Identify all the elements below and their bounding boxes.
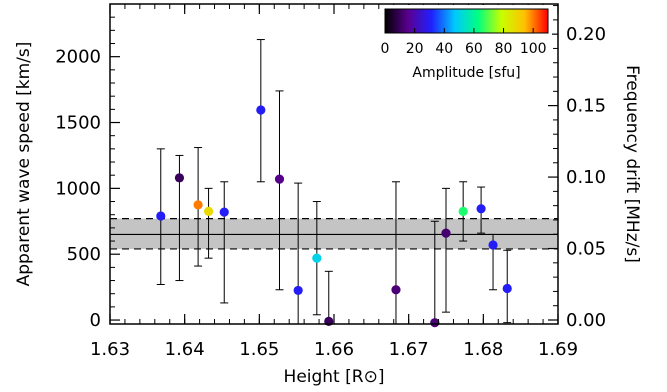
y-tick-label: 1500: [55, 113, 101, 134]
data-point: [256, 105, 266, 115]
y2-tick-label: 0.00: [566, 310, 606, 331]
x-tick-label: 1.69: [538, 339, 578, 360]
data-point: [488, 240, 498, 250]
data-point: [293, 285, 303, 296]
data-point: [174, 173, 185, 183]
y-tick-label: 1000: [55, 178, 101, 199]
colorbar-tick-label: 40: [435, 41, 453, 57]
x-tick-label: 1.65: [239, 339, 279, 360]
data-point: [430, 318, 440, 328]
colorbar-tick-label: 60: [465, 41, 483, 57]
data-points: [156, 105, 512, 328]
y2-tick-label: 0.20: [566, 24, 606, 45]
band-fill: [110, 218, 558, 249]
x-axis-title: Height [R⊙]: [284, 367, 385, 387]
data-point: [156, 211, 166, 221]
data-point: [203, 206, 214, 217]
colorbar-tick-label: 0: [381, 41, 390, 57]
axes: 1.63 1.64 1.65 1.66 1.67 1.68 1.69050010001500…: [55, 3, 606, 360]
colorbar-tick-label: 100: [520, 41, 547, 57]
y-axis-title: Apparent wave speed [km/s]: [14, 42, 34, 287]
data-point: [441, 228, 451, 238]
data-point: [391, 285, 401, 295]
data-point: [458, 206, 468, 217]
colorbar-tick-label: 80: [495, 41, 513, 57]
y2-tick-label: 0.15: [566, 96, 606, 117]
y2-tick-label: 0.10: [566, 167, 606, 188]
colorbar-title: Amplitude [sfu]: [412, 65, 520, 81]
x-tick-label: 1.66: [314, 339, 354, 360]
data-point: [193, 200, 203, 210]
data-point: [476, 204, 486, 214]
x-tick-label: 1.63: [90, 339, 130, 360]
confidence-band: [110, 218, 558, 250]
y2-tick-label: 0.05: [566, 239, 606, 260]
x-tick-label: 1.68: [463, 339, 503, 360]
y-tick-label: 500: [67, 244, 101, 265]
x-tick-label: 1.64: [165, 339, 205, 360]
data-point: [502, 283, 512, 294]
data-point: [219, 207, 229, 217]
x-tick-label: 1.67: [389, 339, 429, 360]
data-point: [274, 174, 285, 184]
data-point: [312, 253, 322, 263]
y2-axis-title: Frequency drift [MHz/s]: [622, 65, 642, 263]
colorbar-tick-label: 20: [406, 41, 424, 57]
y-tick-label: 2000: [55, 47, 101, 68]
y-tick-label: 0: [90, 310, 101, 331]
colorbar-gradient: [384, 8, 549, 34]
